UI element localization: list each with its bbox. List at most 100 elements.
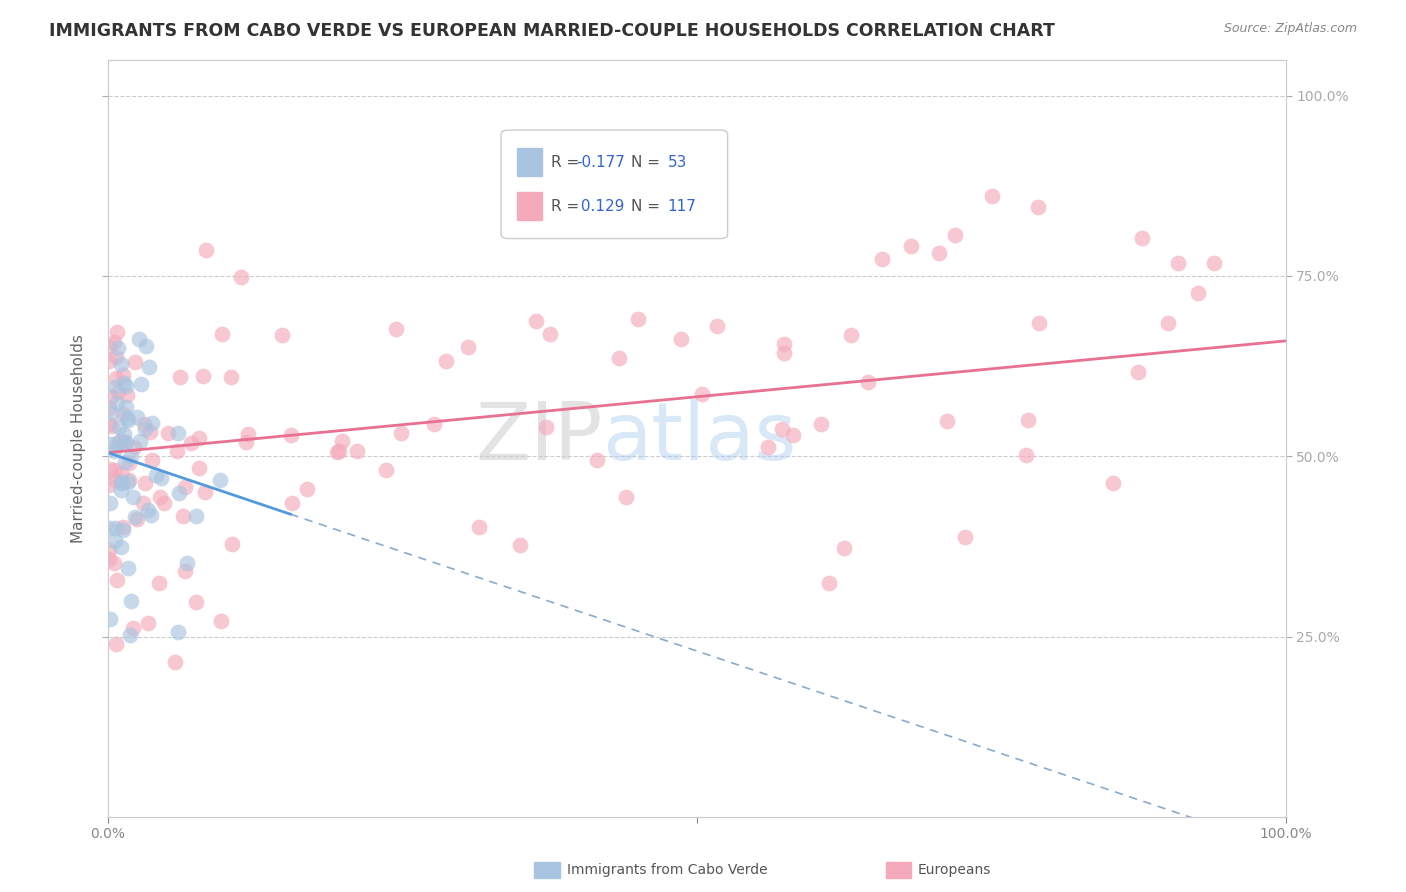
Point: [706, 318, 728, 333]
Point: [105, 435, 128, 450]
Point: [98, 461, 121, 475]
Point: [1028, 316, 1050, 330]
Text: IMMIGRANTS FROM CABO VERDE VS EUROPEAN MARRIED-COUPLE HOUSEHOLDS CORRELATION CHA: IMMIGRANTS FROM CABO VERDE VS EUROPEAN M…: [49, 22, 1054, 40]
Point: [756, 440, 779, 454]
Point: [188, 461, 211, 475]
Point: [194, 485, 217, 500]
Text: 0.129: 0.129: [576, 199, 624, 214]
Point: [953, 530, 976, 544]
Point: [104, 521, 127, 535]
Point: [145, 468, 167, 483]
Point: [870, 252, 893, 266]
Point: [172, 508, 194, 523]
Point: [148, 576, 170, 591]
Point: [129, 377, 152, 392]
Point: [98, 612, 121, 626]
Point: [280, 427, 302, 442]
Point: [139, 508, 162, 522]
Point: [108, 434, 131, 448]
Point: [114, 437, 136, 451]
Point: [105, 396, 128, 410]
Text: N =: N =: [631, 199, 665, 214]
Point: [167, 425, 190, 440]
Point: [103, 380, 125, 394]
Text: R =: R =: [551, 199, 583, 214]
Point: [117, 413, 139, 427]
Point: [103, 463, 125, 477]
Point: [107, 341, 129, 355]
Point: [112, 523, 135, 537]
Point: [423, 417, 446, 431]
Point: [1187, 285, 1209, 300]
Point: [141, 416, 163, 430]
Point: [326, 444, 349, 458]
Point: [105, 371, 128, 385]
Point: [238, 426, 260, 441]
Point: [1101, 476, 1123, 491]
Text: ZIP: ZIP: [475, 400, 603, 477]
Point: [117, 560, 139, 574]
Point: [97, 543, 120, 558]
Point: [111, 435, 134, 450]
Point: [134, 421, 156, 435]
Point: [149, 490, 172, 504]
Point: [111, 476, 134, 491]
Point: [773, 346, 796, 360]
Point: [153, 496, 176, 510]
Point: [135, 338, 157, 352]
Point: [121, 490, 143, 504]
Point: [627, 312, 650, 326]
Point: [607, 351, 630, 365]
Point: [103, 556, 125, 570]
Point: [900, 239, 922, 253]
Point: [139, 425, 162, 439]
Point: [434, 353, 457, 368]
Point: [105, 325, 128, 339]
Point: [690, 387, 713, 401]
Point: [538, 327, 561, 342]
Point: [209, 614, 232, 628]
Point: [211, 327, 233, 342]
Point: [669, 332, 692, 346]
Point: [98, 478, 121, 492]
Point: [136, 615, 159, 630]
Point: [103, 335, 125, 350]
Point: [124, 355, 146, 369]
Point: [856, 375, 879, 389]
Point: [114, 379, 136, 393]
Point: [110, 483, 132, 497]
Point: [117, 475, 139, 489]
Point: [773, 337, 796, 351]
Point: [980, 189, 1002, 203]
Point: [467, 520, 489, 534]
Point: [98, 437, 121, 451]
Point: [98, 496, 121, 510]
Text: -0.177: -0.177: [576, 155, 624, 169]
Point: [167, 486, 190, 500]
Point: [235, 435, 257, 450]
Point: [120, 449, 142, 463]
Point: [110, 466, 132, 480]
Point: [534, 419, 557, 434]
Point: [1026, 200, 1049, 214]
Point: [136, 502, 159, 516]
Point: [156, 426, 179, 441]
Point: [184, 595, 207, 609]
Point: [118, 474, 141, 488]
Point: [115, 388, 138, 402]
Point: [1017, 413, 1039, 427]
Point: [129, 434, 152, 448]
Point: [110, 475, 132, 489]
Point: [219, 370, 242, 384]
Point: [141, 453, 163, 467]
Point: [134, 476, 156, 491]
Point: [229, 269, 252, 284]
Text: Immigrants from Cabo Verde: Immigrants from Cabo Verde: [567, 863, 768, 877]
Point: [108, 420, 131, 434]
Point: [122, 440, 145, 454]
Point: [839, 328, 862, 343]
Point: [169, 370, 191, 384]
Point: [163, 656, 186, 670]
Point: [782, 428, 804, 442]
Point: [112, 426, 135, 441]
